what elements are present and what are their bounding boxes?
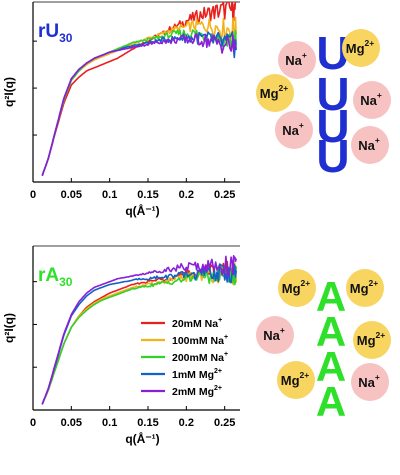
x-tick-label: 0.1	[102, 417, 117, 429]
series-line-5	[41, 33, 237, 176]
ion-circle	[278, 41, 316, 79]
nucleotide-letter: A	[316, 273, 346, 320]
ion-circle	[256, 316, 294, 354]
x-tick-label: 0	[30, 189, 36, 201]
legend: 20mM Na+ 100mM Na+ 200mM Na+ 1mM Mg2+ 2mM Mg…	[141, 317, 228, 398]
nucleotide-letter: A	[316, 343, 346, 390]
ion-na-1: Na+	[256, 316, 294, 354]
x-tick-label: 0.25	[214, 189, 235, 201]
ion-na-2: Na+	[351, 363, 389, 401]
chart-panel-2: 0 0.05 0.1 0.15 0.2 0.25 q(Å⁻¹) q²I(q) rA30 20mM …	[2, 245, 240, 446]
y-axis-label: q²I(q)	[2, 313, 16, 343]
ion-label: Na+	[285, 50, 307, 68]
ion-mg-1: Mg2+	[342, 29, 380, 67]
ion-circle	[353, 81, 391, 119]
x-tick-label: 0	[30, 417, 36, 429]
ion-mg-2: Mg2+	[256, 74, 294, 112]
ion-label: Na+	[358, 135, 380, 153]
chart-panel-1: 0 0.05 0.1 0.15 0.2 0.25 q(Å⁻¹) q²I(q) rU30	[2, 1, 240, 218]
x-axis-label: q(Å⁻¹)	[125, 431, 159, 446]
y-axis-label: q²I(q)	[2, 77, 16, 107]
x-tick-label: 0.2	[179, 417, 194, 429]
series-line-5	[41, 255, 237, 405]
ion-mg-3: Mg2+	[353, 321, 391, 359]
ion-circle	[351, 126, 389, 164]
ion-label: Na+	[358, 372, 380, 390]
nucleotide-letter: A	[316, 378, 346, 425]
ion-na-2: Na+	[353, 81, 391, 119]
nucleotide-letter: A	[316, 308, 346, 355]
ion-mg-1: Mg2+	[278, 269, 316, 307]
x-tick-label: 0.15	[137, 417, 158, 429]
ion-circle	[256, 74, 294, 112]
ion-label: Mg2+	[346, 38, 375, 56]
ion-label: Na+	[263, 325, 285, 343]
legend-label: 200mM Na+	[172, 351, 228, 364]
ion-label: Na+	[360, 90, 382, 108]
legend-label: 2mM Mg2+	[172, 385, 222, 398]
ion-na-3: Na+	[275, 111, 313, 149]
panel-label: rU30	[38, 21, 73, 45]
panel-label: rA30	[38, 265, 73, 289]
ion-circle	[342, 29, 380, 67]
legend-label: 20mM Na+	[172, 317, 222, 330]
x-axis-label: q(Å⁻¹)	[125, 203, 159, 218]
legend-label: 100mM Na+	[172, 334, 228, 347]
ion-circle	[351, 363, 389, 401]
legend-label: 1mM Mg2+	[172, 368, 222, 381]
ion-circle	[353, 321, 391, 359]
series-lines	[41, 255, 237, 405]
ion-mg-4: Mg2+	[277, 361, 315, 399]
ion-circle	[275, 111, 313, 149]
ion-label: Mg2+	[260, 83, 289, 101]
charts-layer: 0 0.05 0.1 0.15 0.2 0.25 q(Å⁻¹) q²I(q) rU30 0 0.05…	[2, 1, 240, 446]
ion-circle	[346, 269, 384, 307]
ion-label: Mg2+	[281, 370, 310, 388]
ion-label: Mg2+	[357, 330, 386, 348]
nucleotide-letter: U	[316, 100, 349, 152]
ion-na-1: Na+	[278, 41, 316, 79]
ion-label: Mg2+	[350, 278, 379, 296]
x-tick-label: 0.05	[61, 189, 82, 201]
ion-na-4: Na+	[351, 126, 389, 164]
x-tick-label: 0.2	[179, 189, 194, 201]
x-tick-label: 0.25	[214, 417, 235, 429]
ion-label: Mg2+	[282, 278, 311, 296]
x-tick-label: 0.15	[137, 189, 158, 201]
ion-mg-2: Mg2+	[346, 269, 384, 307]
series-lines	[41, 2, 237, 176]
x-tick-label: 0.1	[102, 189, 117, 201]
ion-circle	[278, 269, 316, 307]
x-tick-label: 0.05	[61, 417, 82, 429]
ion-label: Na+	[282, 120, 304, 138]
nucleotide-letter: U	[316, 68, 349, 120]
ion-circle	[277, 361, 315, 399]
nucleotide-letter: U	[316, 130, 349, 182]
